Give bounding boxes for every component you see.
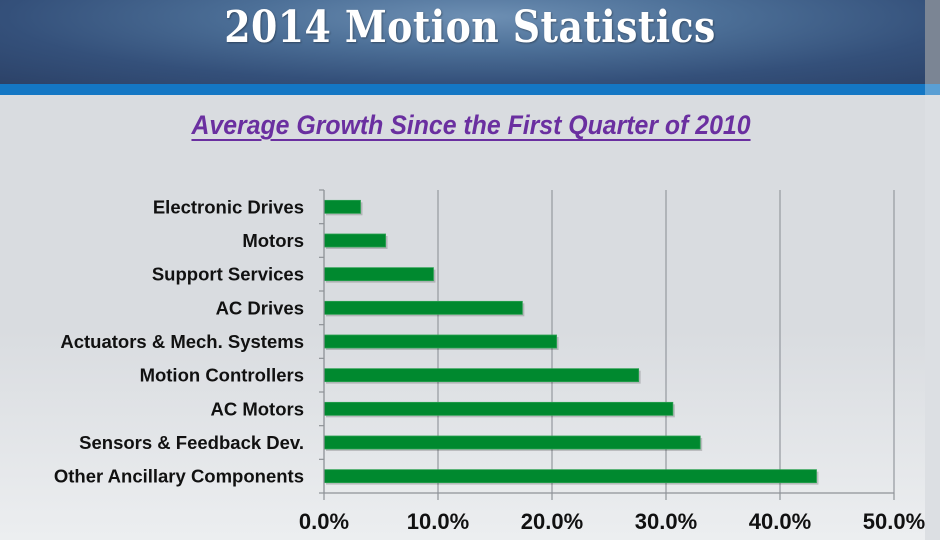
slide-title: 2014 Motion Statistics	[224, 2, 716, 53]
bar	[323, 368, 640, 383]
x-tick-label: 0.0%	[299, 509, 349, 534]
category-label: Other Ancillary Components	[54, 466, 304, 487]
header-edge-right	[925, 0, 940, 84]
bar	[323, 233, 386, 248]
header-accent-band-edge	[925, 84, 940, 95]
category-labels: Electronic Drives Motors Support Services A…	[54, 196, 304, 486]
bar	[323, 435, 701, 450]
category-label: Support Services	[152, 264, 304, 285]
bar	[323, 469, 817, 484]
bar	[323, 199, 361, 214]
category-label: Motors	[242, 230, 304, 251]
header-accent-band	[0, 84, 925, 95]
x-tick-label: 50.0%	[863, 509, 925, 534]
category-label: Motion Controllers	[140, 365, 304, 386]
category-label: Actuators & Mech. Systems	[60, 331, 304, 352]
category-label: AC Motors	[210, 398, 304, 419]
tick-labels: 0.0% 10.0% 20.0% 30.0% 40.0% 50.0%	[299, 509, 925, 534]
chart-subtitle: Average Growth Since the First Quarter o…	[191, 110, 751, 140]
axes	[319, 189, 895, 500]
bar	[323, 334, 557, 349]
x-tick-label: 30.0%	[635, 509, 697, 534]
bar	[323, 267, 434, 282]
category-label: Sensors & Feedback Dev.	[79, 432, 304, 453]
bar	[323, 401, 674, 416]
x-tick-label: 20.0%	[521, 509, 583, 534]
x-tick-label: 40.0%	[749, 509, 811, 534]
slide-header	[0, 0, 925, 84]
bar	[323, 300, 523, 315]
x-tick-label: 10.0%	[407, 509, 469, 534]
background	[0, 330, 925, 540]
category-label: AC Drives	[216, 297, 304, 318]
slide-edge	[925, 95, 940, 540]
bars	[323, 199, 819, 485]
category-label: Electronic Drives	[153, 196, 304, 217]
